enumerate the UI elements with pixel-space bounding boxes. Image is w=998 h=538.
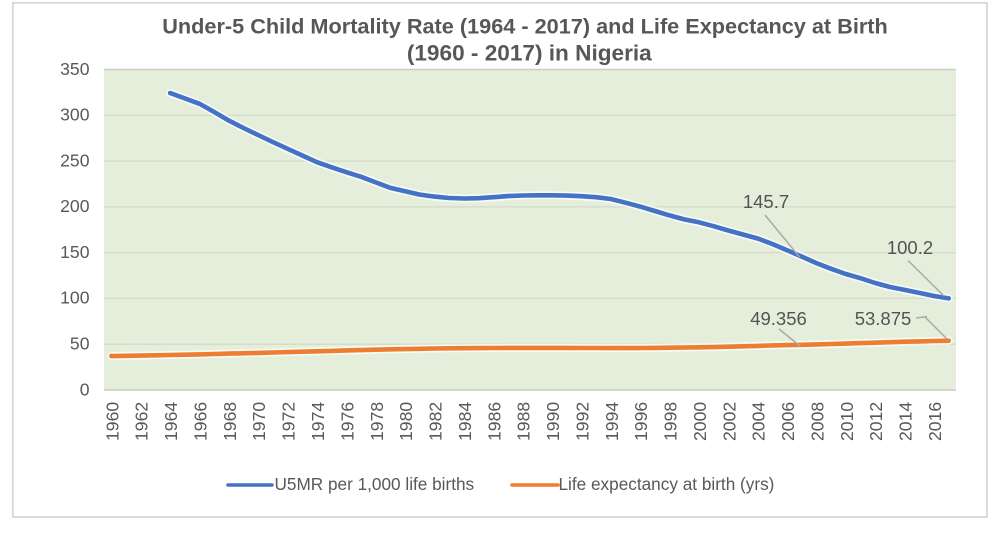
svg-text:50: 50 — [70, 334, 90, 354]
svg-text:1980: 1980 — [396, 402, 416, 441]
svg-text:2000: 2000 — [690, 402, 710, 441]
svg-text:1984: 1984 — [455, 402, 475, 441]
svg-text:Life expectancy at birth (yrs): Life expectancy at birth (yrs) — [559, 474, 775, 494]
svg-text:1970: 1970 — [249, 402, 269, 441]
svg-text:1974: 1974 — [308, 402, 328, 441]
svg-text:100: 100 — [60, 288, 90, 308]
svg-text:300: 300 — [60, 105, 90, 125]
svg-text:2010: 2010 — [837, 402, 857, 441]
svg-text:1996: 1996 — [631, 402, 651, 441]
svg-text:1976: 1976 — [337, 402, 357, 441]
svg-text:1982: 1982 — [426, 402, 446, 441]
svg-text:(1960 - 2017) in Nigeria: (1960 - 2017) in Nigeria — [407, 40, 652, 65]
svg-text:145.7: 145.7 — [743, 191, 789, 212]
svg-text:1994: 1994 — [602, 402, 622, 441]
svg-text:1978: 1978 — [367, 402, 387, 441]
svg-text:49.356: 49.356 — [750, 308, 807, 329]
svg-text:1972: 1972 — [279, 402, 299, 441]
svg-text:200: 200 — [60, 196, 90, 216]
svg-text:350: 350 — [60, 59, 90, 79]
svg-text:1992: 1992 — [572, 402, 592, 441]
svg-text:2006: 2006 — [778, 402, 798, 441]
svg-text:2008: 2008 — [807, 402, 827, 441]
svg-text:1988: 1988 — [514, 402, 534, 441]
svg-text:1986: 1986 — [484, 402, 504, 441]
svg-text:0: 0 — [80, 379, 90, 399]
svg-text:2002: 2002 — [719, 402, 739, 441]
svg-text:250: 250 — [60, 150, 90, 170]
svg-text:1964: 1964 — [161, 402, 181, 441]
svg-text:1968: 1968 — [220, 402, 240, 441]
svg-text:Under-5 Child Mortality Rate (: Under-5 Child Mortality Rate (1964 - 201… — [162, 13, 888, 38]
svg-text:1962: 1962 — [132, 402, 152, 441]
svg-text:U5MR per 1,000 life births: U5MR per 1,000 life births — [275, 474, 475, 494]
svg-text:2012: 2012 — [866, 402, 886, 441]
svg-text:150: 150 — [60, 242, 90, 262]
svg-text:53.875: 53.875 — [855, 308, 912, 329]
svg-text:1998: 1998 — [661, 402, 681, 441]
svg-text:1990: 1990 — [543, 402, 563, 441]
svg-text:1966: 1966 — [191, 402, 211, 441]
svg-text:2014: 2014 — [896, 402, 916, 441]
svg-text:2004: 2004 — [749, 402, 769, 441]
svg-text:1960: 1960 — [102, 402, 122, 441]
svg-text:2016: 2016 — [925, 402, 945, 441]
svg-text:100.2: 100.2 — [887, 237, 933, 258]
